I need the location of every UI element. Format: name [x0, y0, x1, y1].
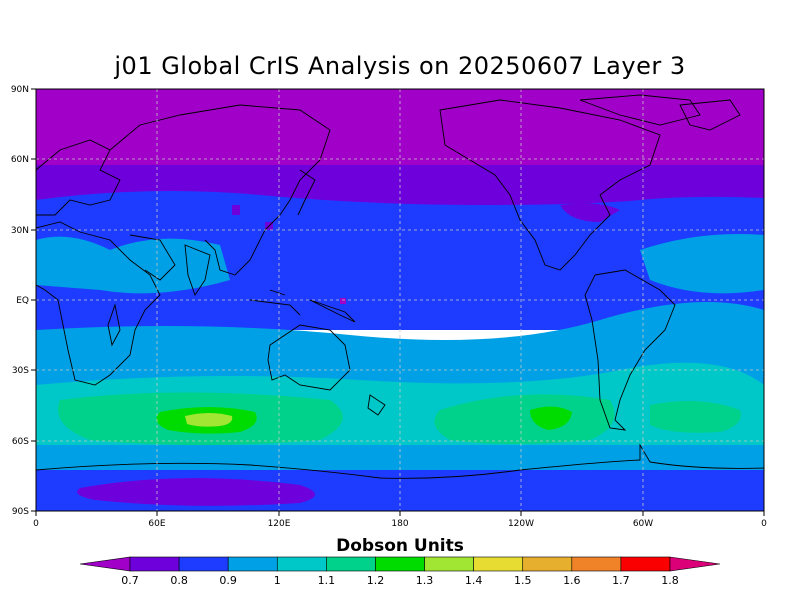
lon-label: 120E: [268, 519, 291, 529]
lon-label: 60W: [633, 519, 653, 529]
lat-label: 60S: [12, 437, 29, 447]
lat-labels: 90N 60N 30N EQ 30S 60S 90S: [11, 85, 29, 517]
lat-label: 90N: [11, 85, 29, 95]
lon-label: 120W: [508, 519, 534, 529]
colorbar-extend-low: [79, 556, 131, 572]
colorbar-tick-label: 1: [274, 574, 281, 587]
lon-label: 0: [761, 519, 767, 529]
colorbar-segment: [620, 556, 671, 572]
colorbar-tick-label: 1.3: [416, 574, 434, 587]
band-1.0-1.1-north-africa: [36, 236, 230, 294]
max-1.3-pacific: [530, 406, 572, 430]
lon-label: 60E: [148, 519, 165, 529]
colorbar-extend-high: [669, 556, 721, 572]
colorbar-segment: [276, 556, 327, 572]
colorbar-tick-label: 1.6: [563, 574, 581, 587]
colorbar-segment: [571, 556, 622, 572]
colorbar-segment: [129, 556, 180, 572]
colorbar-title: Dobson Units: [336, 536, 464, 556]
min-0.8-antarctic: [77, 478, 315, 506]
lon-label: 0: [33, 519, 39, 529]
colorbar: 0.7 0.8 0.9 1 1.1 1.2 1.3 1.4 1.5 1.6 1.7 1.8: [79, 556, 721, 587]
band-1.0-1.1-atlantic: [640, 234, 764, 294]
lat-label: 30S: [12, 366, 29, 376]
lon-label: 180: [391, 519, 408, 529]
chart-title: j01 Global CrIS Analysis on 20250607 Lay…: [114, 52, 686, 80]
lon-labels: 0 60E 120E 180 120W 60W 0: [33, 519, 767, 529]
colorbar-segment: [522, 556, 573, 572]
colorbar-tick-label: 1.8: [661, 574, 679, 587]
band-1.2-1.3-pacific: [434, 394, 615, 444]
colorbar-tick-label: 1.2: [367, 574, 385, 587]
max-1.4-indian: [185, 413, 233, 427]
coastlines: [36, 94, 764, 479]
colorbar-segment: [473, 556, 524, 572]
colorbar-tick-label: 0.8: [170, 574, 188, 587]
colorbar-segment: [326, 556, 376, 572]
lat-label: 30N: [11, 226, 29, 236]
colorbar-tick-label: 1.5: [514, 574, 532, 587]
lat-label: 60N: [11, 155, 29, 165]
colorbar-tick-label: 0.7: [121, 574, 139, 587]
lat-label: 90S: [12, 507, 29, 517]
lat-label: EQ: [16, 296, 29, 306]
colorbar-segment: [178, 556, 229, 572]
colorbar-tick-label: 1.1: [318, 574, 336, 587]
colorbar-tick-label: 1.7: [612, 574, 630, 587]
colorbar-tick-label: 0.9: [219, 574, 237, 587]
colorbar-tick-label: 1.4: [465, 574, 483, 587]
colorbar-segment: [375, 556, 425, 572]
colorbar-segment: [424, 556, 474, 572]
colorbar-segment: [227, 556, 278, 572]
graticule: [36, 89, 764, 511]
